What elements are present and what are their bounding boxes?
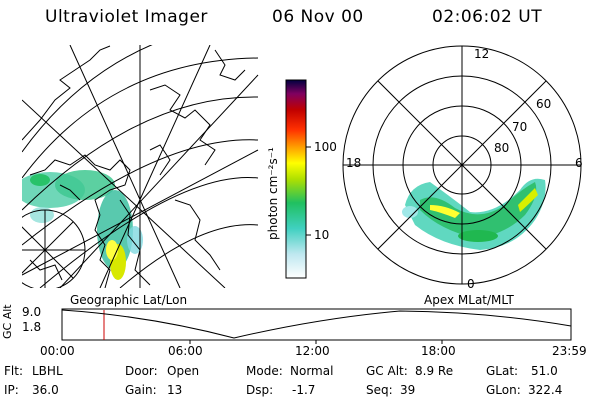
gain-value: 13 — [167, 383, 183, 397]
glat-label: GLat: — [486, 364, 519, 378]
gain-label: Gain: — [125, 383, 157, 397]
mlat-label-80: 80 — [494, 141, 510, 155]
altitude-ytick-9: 9.0 — [22, 305, 42, 319]
instrument-title: Ultraviolet Imager — [45, 7, 208, 27]
image-time: 02:06:02 UT — [432, 7, 543, 27]
altitude-xtick-0000: 00:00 — [40, 344, 75, 358]
colorbar-tick-100: 100 — [314, 140, 337, 154]
colorbar-unit-label: photon cm⁻²s⁻¹ — [266, 147, 280, 240]
altitude-ylabel: GC Alt — [1, 304, 14, 339]
image-date: 06 Nov 00 — [272, 7, 364, 27]
door-label: Door: — [125, 364, 158, 378]
mlat-label-70: 70 — [512, 120, 528, 134]
filter-label: Flt: — [4, 364, 23, 378]
mlt-label-6: 6 — [575, 156, 583, 170]
mode-value: Normal — [290, 364, 334, 378]
aurora-emission-left — [22, 170, 143, 280]
gc-alt-label: GC Alt: — [366, 364, 408, 378]
altitude-xtick-2359: 23:59 — [552, 344, 587, 358]
left-panel-label: Geographic Lat/Lon — [70, 293, 188, 307]
mlat-label-60: 60 — [536, 97, 552, 111]
filter-value: LBHL — [32, 364, 63, 378]
altitude-xtick-1200: 12:00 — [295, 344, 330, 358]
right-panel-label: Apex MLat/MLT — [424, 293, 514, 307]
mlt-label-18: 18 — [346, 156, 362, 170]
altitude-curve — [61, 309, 572, 339]
glon-value: 322.4 — [528, 383, 563, 397]
door-value: Open — [167, 364, 200, 378]
altitude-ytick-1.8: 1.8 — [22, 320, 42, 334]
mlt-label-0: 0 — [467, 277, 475, 291]
mode-label: Mode: — [246, 364, 283, 378]
altitude-xtick-0600: 06:00 — [168, 344, 203, 358]
glat-value: 51.0 — [531, 364, 558, 378]
seq-label: Seq: — [366, 383, 393, 397]
aurora-emission-right — [402, 178, 546, 250]
colorbar-tick-10: 10 — [314, 228, 330, 242]
mlt-label-12: 12 — [474, 47, 490, 61]
altitude-xtick-1800: 18:00 — [421, 344, 456, 358]
gc-alt-value: 8.9 Re — [415, 364, 454, 378]
seq-value: 39 — [400, 383, 416, 397]
dsp-label: Dsp: — [246, 383, 274, 397]
ip-value: 36.0 — [32, 383, 59, 397]
dsp-value: -1.7 — [292, 383, 316, 397]
glon-label: GLon: — [486, 383, 521, 397]
ip-label: IP: — [4, 383, 19, 397]
